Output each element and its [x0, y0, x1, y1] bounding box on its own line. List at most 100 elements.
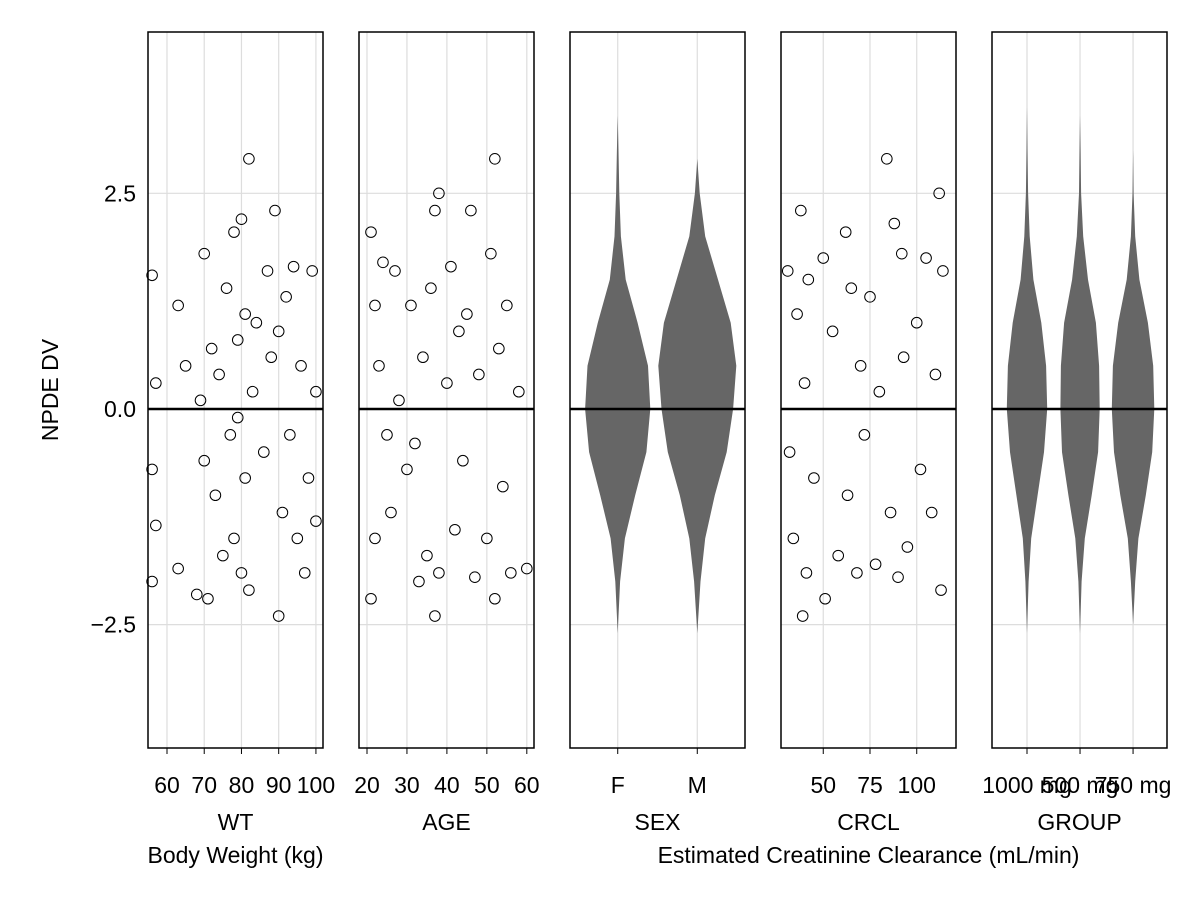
point — [243, 153, 255, 165]
point — [489, 153, 501, 165]
x-tick-label: 70 — [191, 772, 217, 798]
point — [228, 226, 240, 238]
x-axis-sublabel: Estimated Creatinine Clearance (mL/min) — [658, 842, 1080, 868]
point — [310, 385, 322, 398]
point — [796, 610, 809, 622]
point — [469, 571, 481, 583]
point — [425, 282, 437, 295]
point — [287, 260, 300, 273]
point — [146, 463, 158, 476]
x-tick-label: 1000 mg — [982, 772, 1072, 798]
point — [489, 592, 501, 605]
violin — [585, 115, 651, 634]
x-axis-label: GROUP — [1037, 809, 1121, 835]
y-tick-label: 2.5 — [104, 180, 136, 206]
point — [179, 360, 192, 372]
point — [146, 269, 158, 282]
point — [205, 342, 218, 355]
point — [783, 446, 796, 458]
point — [202, 592, 214, 605]
point — [497, 480, 509, 493]
point — [781, 265, 794, 277]
point — [802, 273, 815, 286]
point — [239, 472, 251, 484]
y-tick-label: −2.5 — [91, 612, 136, 638]
point — [172, 299, 184, 312]
point — [901, 541, 914, 553]
y-tick-label: 0.0 — [104, 396, 136, 422]
x-tick-label: 60 — [154, 772, 180, 798]
panel-frame — [358, 31, 535, 749]
point — [465, 204, 477, 217]
point — [413, 575, 425, 588]
point — [873, 385, 886, 398]
point — [914, 463, 927, 476]
point — [198, 247, 211, 260]
point — [306, 265, 319, 277]
point — [453, 325, 465, 338]
point — [429, 204, 441, 217]
x-tick-label: 100 — [898, 772, 936, 798]
point — [224, 429, 237, 441]
point — [798, 377, 811, 389]
point — [808, 472, 820, 484]
point — [854, 360, 867, 372]
point — [884, 506, 897, 519]
point — [389, 265, 401, 277]
violin — [1060, 115, 1100, 634]
point — [864, 291, 876, 303]
panel-frame — [991, 31, 1168, 749]
point — [417, 351, 429, 364]
point — [291, 532, 304, 545]
point — [257, 446, 270, 458]
panel-frame — [780, 31, 957, 749]
point — [925, 506, 938, 519]
x-axis-label: CRCL — [837, 809, 900, 835]
violin — [658, 158, 737, 634]
point — [194, 394, 207, 407]
point — [473, 368, 485, 381]
point — [172, 562, 184, 575]
x-tick-label: 500 mg — [1042, 772, 1119, 798]
point — [385, 506, 397, 519]
point — [895, 247, 908, 260]
point — [841, 489, 854, 502]
point — [365, 226, 377, 238]
point — [231, 334, 244, 346]
point — [920, 252, 932, 264]
point — [393, 394, 405, 407]
point — [832, 549, 845, 562]
point — [449, 523, 461, 536]
point — [284, 429, 296, 441]
point — [441, 377, 453, 389]
point — [787, 532, 800, 545]
point — [429, 610, 441, 622]
point — [839, 226, 852, 238]
panel-frame — [147, 31, 324, 749]
y-axis-label: NPDE DV — [37, 338, 63, 441]
point — [231, 411, 244, 424]
point — [310, 515, 322, 527]
point — [405, 299, 417, 312]
point — [819, 592, 831, 605]
point — [858, 429, 871, 441]
point — [851, 567, 863, 579]
x-axis-sublabel: Body Weight (kg) — [148, 842, 324, 868]
point — [461, 308, 473, 320]
point — [280, 291, 292, 303]
point — [272, 610, 285, 622]
point — [373, 360, 385, 372]
point — [220, 282, 233, 295]
point — [261, 265, 274, 277]
point — [298, 567, 311, 579]
violin — [1111, 150, 1155, 625]
x-tick-label: 90 — [266, 772, 292, 798]
point — [228, 532, 240, 545]
point — [302, 472, 315, 484]
point — [295, 360, 307, 372]
point — [198, 454, 211, 467]
point — [421, 549, 433, 562]
point — [881, 153, 893, 165]
point — [933, 187, 945, 200]
